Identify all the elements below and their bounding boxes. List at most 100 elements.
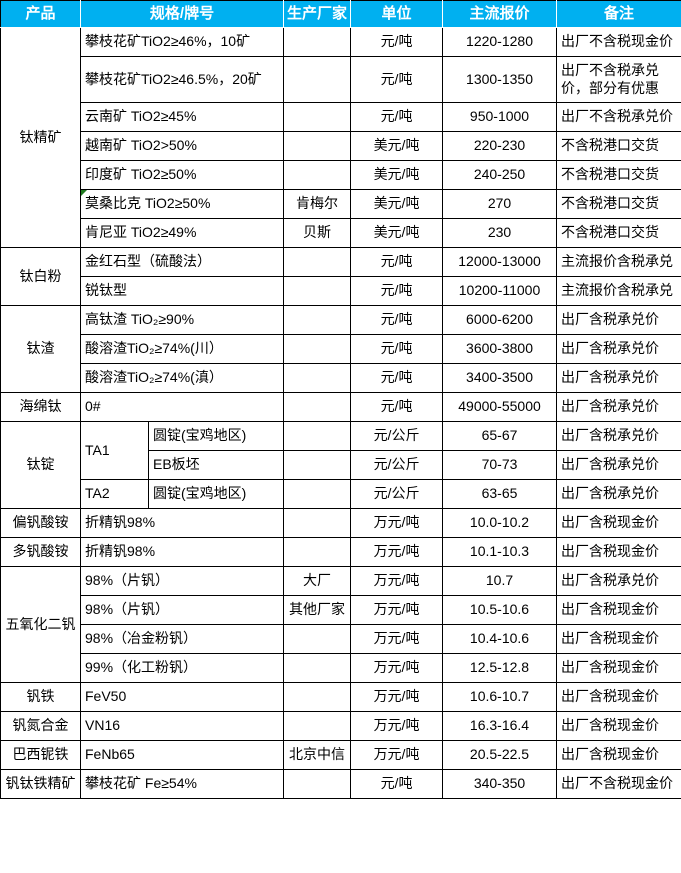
- table-body: 钛精矿 攀枝花矿TiO2≥46%，10矿 元/吨 1220-1280 出厂不含税…: [0, 27, 681, 799]
- table-header: 产品 规格/牌号 生产厂家 单位 主流报价 备注: [0, 0, 681, 28]
- spec-cell: VN16: [79, 711, 285, 741]
- spec-cell: 锐钛型: [79, 276, 285, 306]
- price-cell: 3600-3800: [442, 334, 558, 364]
- manufacturer-cell: [283, 421, 352, 451]
- spec-cell: 折精钒98%: [79, 537, 285, 567]
- column-header-spec: 规格/牌号: [79, 0, 285, 28]
- price-cell: 270: [442, 189, 558, 219]
- table-row: 多钒酸铵 折精钒98% 万元/吨 10.1-10.3 出厂含税现金价: [0, 537, 681, 567]
- product-group-vanadium-pentoxide: 五氧化二钒: [0, 566, 81, 683]
- price-cell: 65-67: [442, 421, 558, 451]
- unit-cell: 美元/吨: [350, 131, 444, 161]
- unit-cell: 万元/吨: [350, 566, 444, 596]
- manufacturer-cell: 贝斯: [283, 218, 352, 248]
- remark-cell: 出厂含税现金价: [556, 711, 681, 741]
- price-cell: 220-230: [442, 131, 558, 161]
- remark-cell: 不含税港口交货: [556, 218, 681, 248]
- product-group-ferrovanadium: 钒铁: [0, 682, 81, 712]
- manufacturer-cell: [283, 276, 352, 306]
- remark-cell: 出厂不含税承兑价: [556, 102, 681, 132]
- unit-cell: 元/吨: [350, 363, 444, 393]
- price-cell: 240-250: [442, 160, 558, 190]
- unit-cell: 万元/吨: [350, 682, 444, 712]
- table-row: 钒钛铁精矿 攀枝花矿 Fe≥54% 元/吨 340-350 出厂不含税现金价: [0, 769, 681, 799]
- manufacturer-cell: [283, 27, 352, 57]
- column-header-manufacturer: 生产厂家: [283, 0, 352, 28]
- manufacturer-cell: 大厂: [283, 566, 352, 596]
- product-group-brazil-ferroniobium: 巴西铌铁: [0, 740, 81, 770]
- price-cell: 70-73: [442, 450, 558, 480]
- remark-cell: 出厂不含税承兑价，部分有优惠: [556, 56, 681, 103]
- unit-cell: 万元/吨: [350, 711, 444, 741]
- spec-cell: 高钛渣 TiO₂≥90%: [79, 305, 285, 335]
- table-row: 莫桑比克 TiO2≥50% 肯梅尔 美元/吨 270 不含税港口交货: [1, 189, 681, 219]
- remark-cell: 主流报价含税承兑: [556, 247, 681, 277]
- spec-cell: 肯尼亚 TiO2≥49%: [79, 218, 285, 248]
- price-cell: 1300-1350: [442, 56, 558, 103]
- price-cell: 6000-6200: [442, 305, 558, 335]
- spec-cell: 99%（化工粉钒）: [79, 653, 285, 683]
- unit-cell: 万元/吨: [350, 624, 444, 654]
- manufacturer-cell: [283, 131, 352, 161]
- product-group-titanium-dioxide: 钛白粉: [0, 247, 81, 306]
- table-row: 酸溶渣TiO₂≥74%(滇） 元/吨 3400-3500 出厂含税承兑价: [1, 363, 681, 393]
- remark-cell: 出厂含税承兑价: [556, 363, 681, 393]
- table-row: 钛白粉 金红石型（硫酸法） 元/吨 12000-13000 主流报价含税承兑: [0, 247, 681, 306]
- unit-cell: 元/吨: [350, 305, 444, 335]
- unit-cell: 元/吨: [350, 276, 444, 306]
- spec-cell: 0#: [79, 392, 285, 422]
- manufacturer-cell: [283, 682, 352, 712]
- unit-cell: 万元/吨: [350, 653, 444, 683]
- price-cell: 63-65: [442, 479, 558, 509]
- manufacturer-cell: [283, 102, 352, 132]
- table-row: 攀枝花矿TiO2≥46.5%，20矿 元/吨 1300-1350 出厂不含税承兑…: [1, 56, 681, 103]
- price-table: 产品 规格/牌号 生产厂家 单位 主流报价 备注 钛精矿 攀枝花矿TiO2≥46…: [0, 0, 681, 799]
- manufacturer-cell: [283, 508, 352, 538]
- manufacturer-cell: [283, 450, 352, 480]
- table-row: 钛锭 TA1 圆锭(宝鸡地区) 元/公斤 65-67 出厂含税承兑价: [0, 421, 681, 509]
- spec-cell: 酸溶渣TiO₂≥74%(川）: [79, 334, 285, 364]
- column-header-product: 产品: [0, 0, 81, 28]
- unit-cell: 元/吨: [350, 334, 444, 364]
- manufacturer-cell: [283, 392, 352, 422]
- table-row: 99%（化工粉钒） 万元/吨 12.5-12.8 出厂含税现金价: [1, 653, 681, 683]
- table-row: 印度矿 TiO2≥50% 美元/吨 240-250 不含税港口交货: [1, 160, 681, 190]
- table-row: 98%（冶金粉钒） 万元/吨 10.4-10.6 出厂含税现金价: [1, 624, 681, 654]
- spec-text: 莫桑比克 TiO2≥50%: [85, 195, 211, 212]
- product-group-titanium-sponge: 海绵钛: [0, 392, 81, 422]
- table-row: 巴西铌铁 FeNb65 北京中信 万元/吨 20.5-22.5 出厂含税现金价: [0, 740, 681, 770]
- remark-cell: 出厂含税承兑价: [556, 305, 681, 335]
- table-row: 锐钛型 元/吨 10200-11000 主流报价含税承兑: [1, 276, 681, 306]
- remark-cell: 主流报价含税承兑: [556, 276, 681, 306]
- table-row: 偏钒酸铵 折精钒98% 万元/吨 10.0-10.2 出厂含税现金价: [0, 508, 681, 538]
- spec-cell: 折精钒98%: [79, 508, 285, 538]
- spec-cell: 圆锭(宝鸡地区): [147, 479, 285, 509]
- product-group-ammonium-polyvanadate: 多钒酸铵: [0, 537, 81, 567]
- manufacturer-cell: [283, 160, 352, 190]
- manufacturer-cell: [283, 653, 352, 683]
- grade-cell-ta1: TA1: [80, 421, 149, 480]
- price-cell: 340-350: [442, 769, 558, 799]
- spec-cell: 酸溶渣TiO₂≥74%(滇）: [79, 363, 285, 393]
- price-cell: 49000-55000: [442, 392, 558, 422]
- product-group-titanium-slag: 钛渣: [0, 305, 81, 393]
- remark-cell: 出厂含税现金价: [556, 537, 681, 567]
- unit-cell: 元/吨: [350, 392, 444, 422]
- manufacturer-cell: [283, 769, 352, 799]
- manufacturer-cell: 其他厂家: [283, 595, 352, 625]
- column-header-remark: 备注: [556, 0, 681, 28]
- spec-cell: FeNb65: [79, 740, 285, 770]
- unit-cell: 元/吨: [350, 102, 444, 132]
- spec-cell: 莫桑比克 TiO2≥50%: [79, 189, 285, 219]
- remark-cell: 出厂含税现金价: [556, 653, 681, 683]
- remark-cell: 出厂含税承兑价: [556, 334, 681, 364]
- remark-cell: 出厂不含税现金价: [556, 769, 681, 799]
- remark-cell: 不含税港口交货: [556, 160, 681, 190]
- price-cell: 10.6-10.7: [442, 682, 558, 712]
- product-group-titanium-ingot: 钛锭: [0, 421, 81, 509]
- unit-cell: 元/吨: [350, 56, 444, 103]
- table-row: 五氧化二钒 98%（片钒） 大厂 万元/吨 10.7 出厂含税承兑价: [0, 566, 681, 683]
- remark-cell: 出厂含税承兑价: [556, 392, 681, 422]
- spec-cell: 98%（片钒）: [79, 595, 285, 625]
- unit-cell: 元/吨: [350, 27, 444, 57]
